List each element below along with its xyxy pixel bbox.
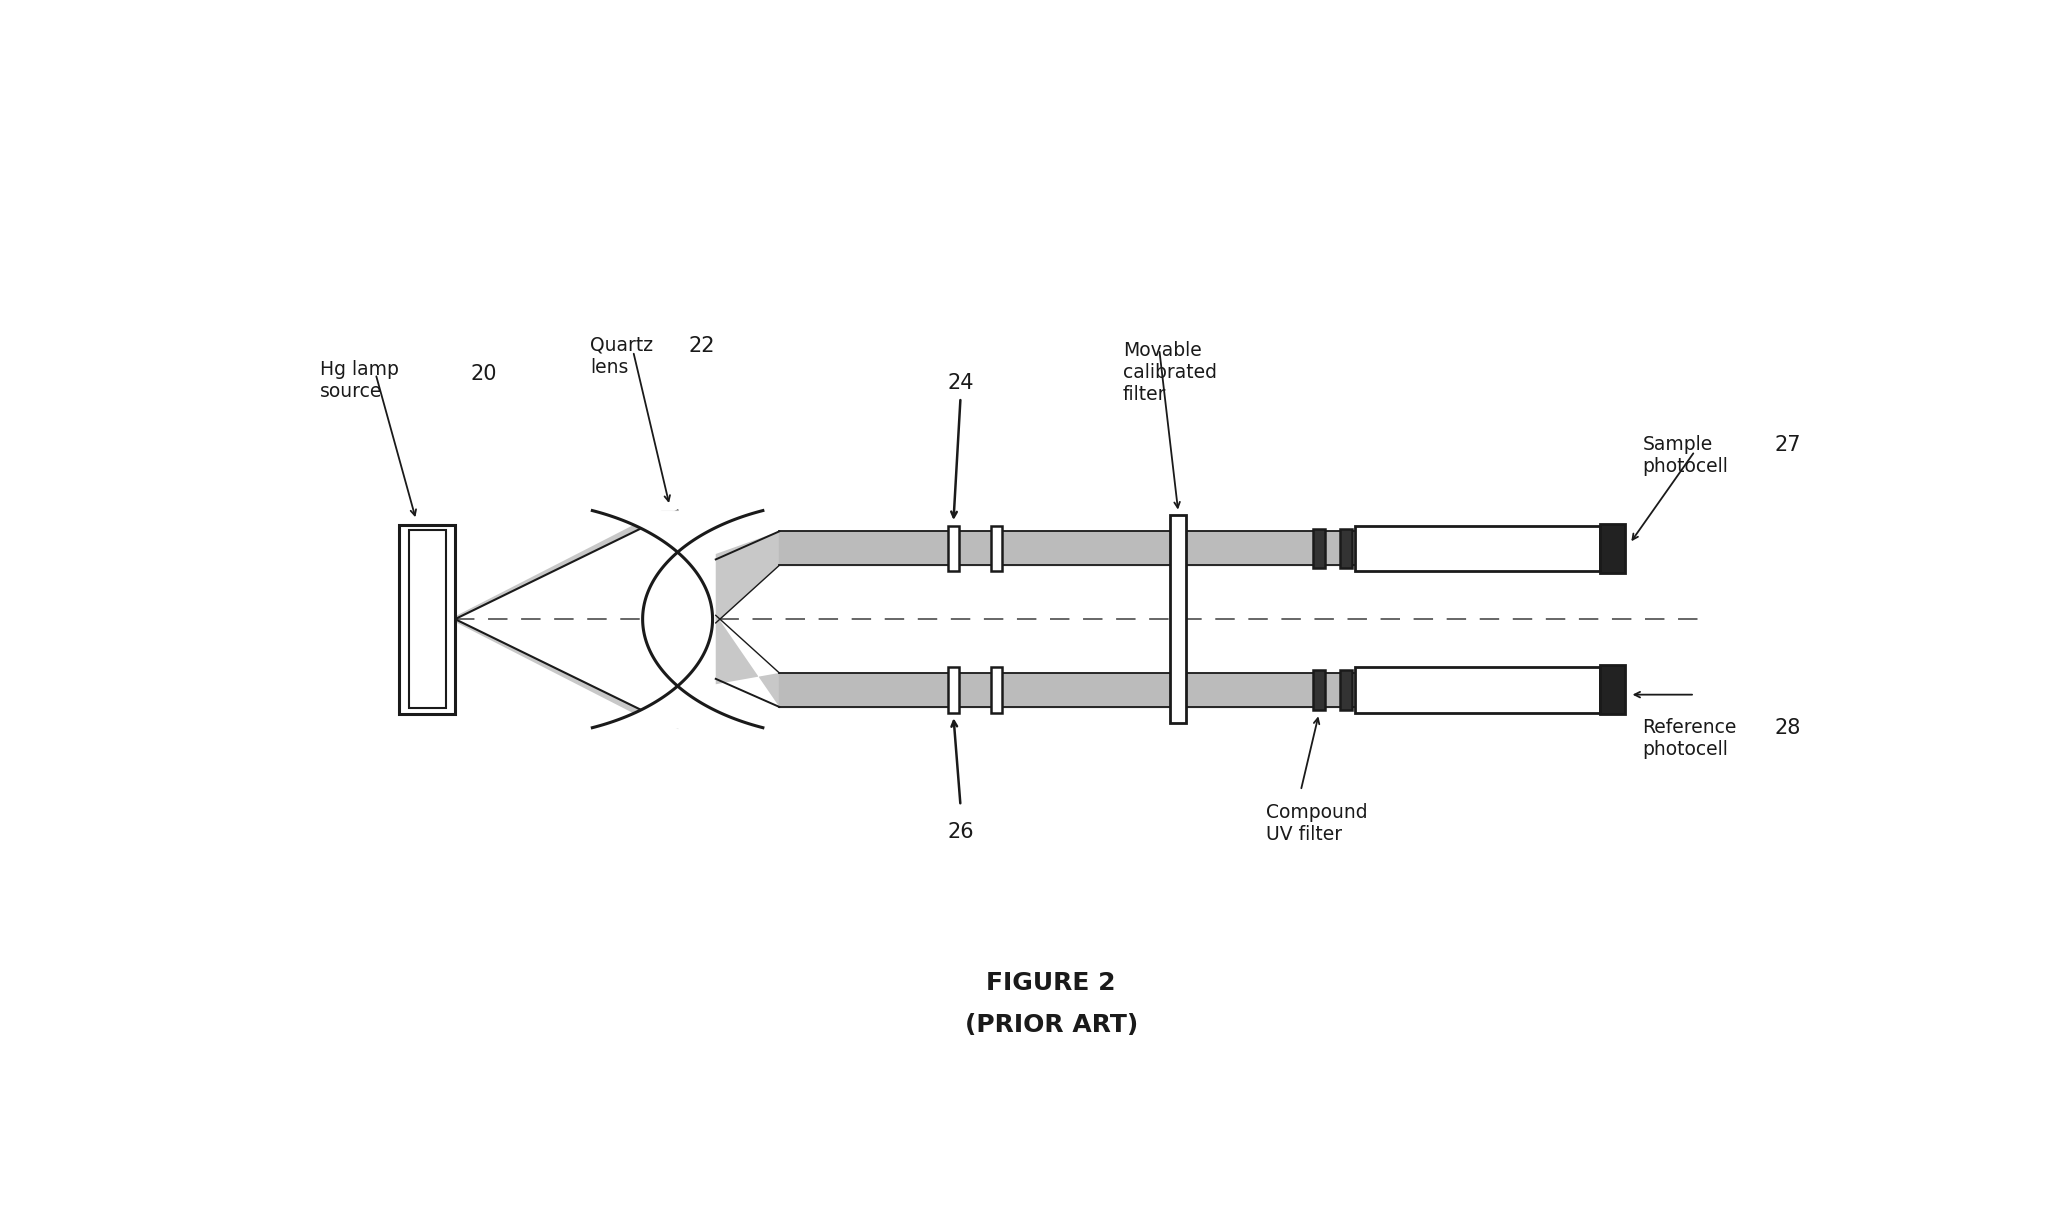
- Polygon shape: [716, 614, 779, 707]
- Bar: [991, 667, 1001, 712]
- Bar: [1341, 528, 1352, 568]
- Text: (PRIOR ART): (PRIOR ART): [964, 1013, 1138, 1037]
- Text: 24: 24: [948, 373, 974, 392]
- Bar: [400, 525, 455, 714]
- Text: Reference
photocell: Reference photocell: [1643, 718, 1737, 759]
- Text: 28: 28: [1774, 718, 1801, 738]
- Bar: [1171, 515, 1185, 723]
- Bar: [408, 531, 445, 707]
- Text: 22: 22: [689, 336, 716, 356]
- Bar: [1313, 528, 1325, 568]
- Polygon shape: [455, 619, 677, 728]
- Bar: [991, 526, 1001, 571]
- Text: Movable
calibrated
filter: Movable calibrated filter: [1122, 341, 1216, 403]
- Bar: [948, 526, 960, 571]
- Bar: [1600, 524, 1624, 573]
- Bar: [948, 667, 960, 712]
- Text: Quartz
lens: Quartz lens: [591, 336, 652, 376]
- Text: Sample
photocell: Sample photocell: [1643, 435, 1729, 476]
- Text: 20: 20: [472, 364, 498, 384]
- Polygon shape: [716, 531, 779, 624]
- Text: 27: 27: [1774, 435, 1801, 455]
- Text: Hg lamp
source: Hg lamp source: [320, 359, 398, 401]
- Bar: [1341, 671, 1352, 710]
- Text: 26: 26: [948, 823, 974, 842]
- Bar: [1356, 526, 1600, 571]
- Text: FIGURE 2: FIGURE 2: [987, 971, 1116, 994]
- Text: Compound
UV filter: Compound UV filter: [1265, 803, 1368, 845]
- Bar: [1356, 667, 1600, 712]
- Polygon shape: [455, 510, 677, 619]
- Bar: [1600, 666, 1624, 715]
- Bar: [1313, 671, 1325, 710]
